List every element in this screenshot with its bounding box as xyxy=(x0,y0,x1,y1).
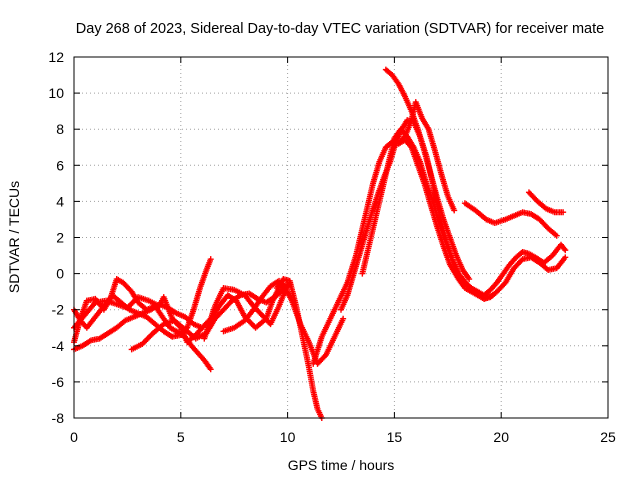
y-tick-label: 12 xyxy=(48,49,64,65)
series-track-15 xyxy=(461,200,560,239)
data-point xyxy=(207,366,214,373)
x-tick-label: 0 xyxy=(70,429,78,445)
x-tick-label: 5 xyxy=(177,429,185,445)
data-point xyxy=(562,254,569,261)
series-track-5 xyxy=(128,281,293,353)
data-point xyxy=(562,247,569,254)
grid-lines xyxy=(74,57,608,418)
y-tick-label: 4 xyxy=(56,193,64,209)
y-axis-label: SDTVAR / TECUs xyxy=(6,181,22,293)
series-track-7 xyxy=(220,277,283,335)
y-tick-label: 0 xyxy=(56,266,64,282)
chart-title: Day 268 of 2023, Sidereal Day-to-day VTE… xyxy=(76,21,604,37)
series-track-3 xyxy=(71,301,206,353)
x-tick-label: 10 xyxy=(280,429,296,445)
data-point xyxy=(340,315,347,322)
axis-ticks: 0 5 10 15 20 25 -8 -6 -4 -2 0 2 4 6 8 10 12 xyxy=(48,49,616,445)
y-tick-label: -2 xyxy=(52,302,65,318)
series-track-13 xyxy=(382,66,473,283)
data-point xyxy=(207,256,214,263)
series-track-14 xyxy=(395,99,458,214)
data-point xyxy=(560,209,567,216)
y-tick-label: 8 xyxy=(56,121,64,137)
x-tick-label: 25 xyxy=(600,429,616,445)
series-track-16 xyxy=(525,189,567,216)
y-tick-label: 6 xyxy=(56,157,64,173)
y-tick-label: -6 xyxy=(52,374,65,390)
x-axis-label: GPS time / hours xyxy=(288,457,395,473)
x-tick-label: 15 xyxy=(387,429,403,445)
data-point xyxy=(466,276,473,283)
y-tick-label: 10 xyxy=(48,85,64,101)
data-point xyxy=(321,353,328,360)
data-point xyxy=(553,232,560,239)
y-tick-label: -8 xyxy=(52,410,65,426)
data-point xyxy=(451,207,458,214)
y-tick-label: 2 xyxy=(56,230,64,246)
data-points xyxy=(71,66,569,421)
x-tick-label: 20 xyxy=(493,429,509,445)
data-point xyxy=(489,292,496,299)
series-track-9 xyxy=(280,281,347,367)
y-tick-label: -4 xyxy=(52,338,65,354)
